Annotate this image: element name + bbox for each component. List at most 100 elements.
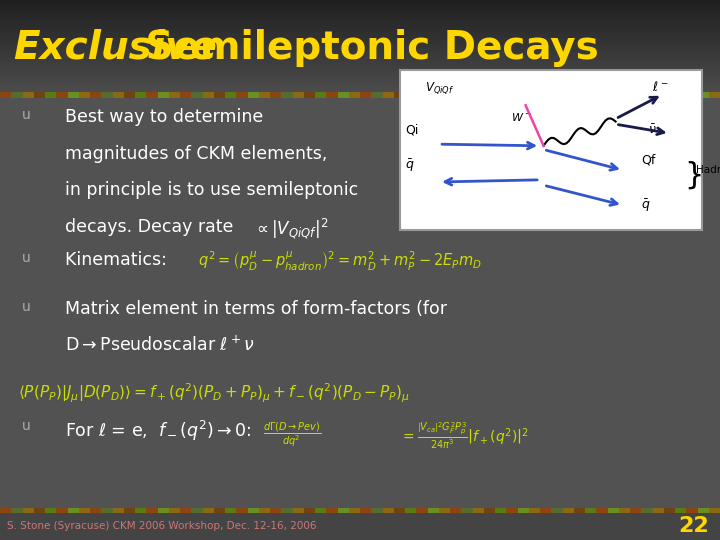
Bar bbox=[45, 508, 56, 513]
Bar bbox=[112, 508, 124, 513]
Bar bbox=[0, 58, 720, 59]
Bar bbox=[214, 508, 225, 513]
Bar bbox=[0, 65, 720, 66]
Bar bbox=[326, 508, 338, 513]
Bar bbox=[315, 92, 326, 98]
Bar bbox=[45, 92, 56, 98]
Bar bbox=[630, 508, 642, 513]
Bar bbox=[0, 69, 720, 70]
Bar bbox=[292, 92, 304, 98]
Bar bbox=[102, 508, 112, 513]
Bar bbox=[0, 70, 720, 71]
Bar bbox=[642, 508, 652, 513]
Text: Qi: Qi bbox=[405, 123, 419, 136]
Bar bbox=[462, 92, 472, 98]
Bar bbox=[292, 508, 304, 513]
Bar bbox=[0, 49, 720, 50]
Bar bbox=[642, 92, 652, 98]
Bar bbox=[0, 68, 720, 69]
Bar bbox=[0, 10, 720, 11]
Bar bbox=[574, 508, 585, 513]
Bar bbox=[360, 92, 372, 98]
Bar bbox=[0, 15, 720, 17]
Bar bbox=[22, 508, 34, 513]
Bar bbox=[0, 12, 720, 13]
Bar bbox=[12, 92, 22, 98]
Bar bbox=[168, 508, 180, 513]
Text: decays. Decay rate: decays. Decay rate bbox=[65, 218, 238, 236]
Bar bbox=[0, 6, 720, 7]
Text: $\langle P(P_P)|J_\mu|D(P_D)\rangle = f_+(q^2)(P_D+P_P)_\mu + f_-(q^2)(P_D-P_P)_: $\langle P(P_P)|J_\mu|D(P_D)\rangle = f_… bbox=[18, 382, 410, 405]
Text: Exclusive: Exclusive bbox=[13, 29, 217, 66]
Text: $= \frac{\left|V_{ca}\right|^2 G_F^2 P_p^3}{24\pi^3}\left|f_+(q^2)\right|^2$: $= \frac{\left|V_{ca}\right|^2 G_F^2 P_p… bbox=[400, 421, 528, 451]
Bar bbox=[0, 34, 720, 36]
Bar bbox=[338, 92, 348, 98]
Bar bbox=[258, 508, 270, 513]
Bar bbox=[0, 513, 720, 540]
Bar bbox=[0, 77, 720, 78]
Bar bbox=[585, 92, 596, 98]
Bar bbox=[438, 508, 450, 513]
Bar bbox=[225, 92, 236, 98]
Text: $\bar{q}$: $\bar{q}$ bbox=[405, 158, 415, 174]
Bar bbox=[698, 508, 708, 513]
Bar bbox=[0, 40, 720, 42]
Bar bbox=[0, 84, 720, 85]
Bar bbox=[56, 508, 68, 513]
Bar bbox=[68, 92, 78, 98]
Bar bbox=[135, 92, 146, 98]
Bar bbox=[506, 508, 518, 513]
Bar bbox=[0, 66, 720, 68]
Bar bbox=[0, 25, 720, 26]
Bar bbox=[708, 92, 720, 98]
Bar bbox=[0, 13, 720, 14]
Bar bbox=[0, 82, 720, 83]
Bar bbox=[562, 92, 574, 98]
Bar bbox=[372, 508, 382, 513]
Bar bbox=[428, 508, 438, 513]
Bar bbox=[34, 92, 45, 98]
Bar bbox=[124, 92, 135, 98]
Bar bbox=[0, 52, 720, 53]
Bar bbox=[495, 508, 506, 513]
Bar bbox=[0, 63, 720, 64]
Bar bbox=[0, 2, 720, 4]
Bar bbox=[315, 508, 326, 513]
Bar bbox=[686, 508, 698, 513]
Bar bbox=[202, 92, 214, 98]
Text: u: u bbox=[22, 418, 30, 433]
Bar bbox=[158, 92, 168, 98]
Bar bbox=[506, 92, 518, 98]
Bar bbox=[618, 508, 630, 513]
Bar bbox=[0, 76, 720, 77]
Bar bbox=[348, 508, 360, 513]
Bar bbox=[562, 508, 574, 513]
Bar bbox=[360, 508, 372, 513]
Bar bbox=[608, 508, 618, 513]
Bar bbox=[0, 26, 720, 27]
Text: Kinematics:: Kinematics: bbox=[65, 251, 172, 269]
Text: Semileptonic Decays: Semileptonic Decays bbox=[132, 29, 598, 66]
Bar bbox=[652, 92, 664, 98]
Bar bbox=[552, 92, 562, 98]
Bar bbox=[270, 508, 282, 513]
Bar bbox=[0, 5, 720, 6]
Text: S. Stone (Syracuse) CKM 2006 Workshop, Dec. 12-16, 2006: S. Stone (Syracuse) CKM 2006 Workshop, D… bbox=[7, 521, 317, 531]
Bar bbox=[372, 92, 382, 98]
Bar bbox=[0, 75, 720, 76]
Bar bbox=[0, 45, 720, 46]
Bar bbox=[0, 31, 720, 32]
Bar bbox=[338, 508, 348, 513]
Bar bbox=[405, 508, 416, 513]
Bar bbox=[102, 92, 112, 98]
Text: $\bar{\nu}$: $\bar{\nu}$ bbox=[648, 123, 657, 137]
Bar bbox=[0, 18, 720, 19]
Bar bbox=[0, 8, 720, 9]
Bar bbox=[552, 508, 562, 513]
Bar bbox=[78, 92, 90, 98]
Bar bbox=[0, 92, 720, 93]
FancyBboxPatch shape bbox=[400, 70, 702, 230]
Bar bbox=[168, 92, 180, 98]
Bar bbox=[0, 39, 720, 40]
Bar bbox=[0, 93, 720, 94]
